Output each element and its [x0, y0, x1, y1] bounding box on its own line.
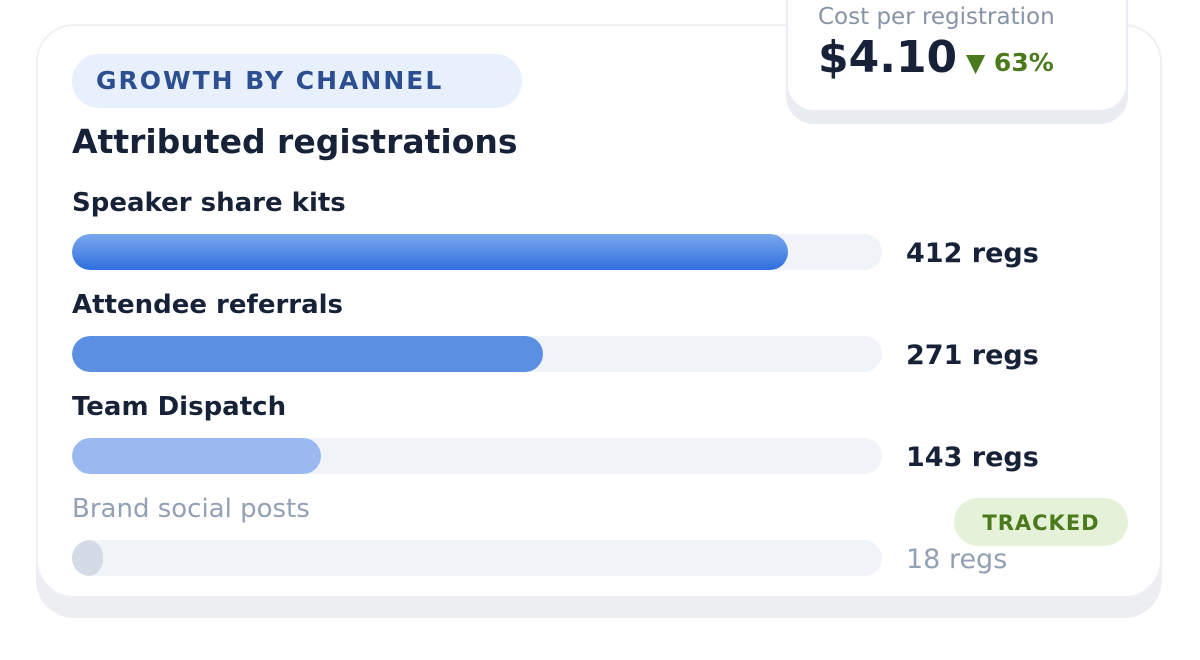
bar-label: Brand social posts [72, 494, 310, 524]
bar-label: Speaker share kits [72, 188, 346, 218]
bar-track [72, 336, 882, 372]
bar-label: Team Dispatch [72, 392, 287, 422]
kpi-value: $4.10 [818, 32, 958, 83]
bar-value-label: 271 regs [906, 340, 1039, 371]
bar-value-label: 18 regs [906, 544, 1008, 575]
kpi-card: Cost per registration $4.10 ▼ 63% [786, 0, 1128, 112]
section-eyebrow: GROWTH BY CHANNEL [72, 54, 522, 108]
tracked-badge: TRACKED [954, 498, 1128, 546]
bar [72, 336, 543, 372]
bar-value-label: 412 regs [906, 238, 1039, 269]
kpi-delta: ▼ 63% [966, 48, 1054, 77]
bar-label: Attendee referrals [72, 290, 344, 320]
kpi-label: Cost per registration [818, 4, 1055, 30]
bar-track [72, 234, 882, 270]
bar [72, 540, 103, 576]
bar [72, 438, 321, 474]
bar [72, 234, 788, 270]
chart-title: Attributed registrations [72, 122, 518, 161]
bar-track [72, 438, 882, 474]
bar-track [72, 540, 882, 576]
bar-value-label: 143 regs [906, 442, 1039, 473]
